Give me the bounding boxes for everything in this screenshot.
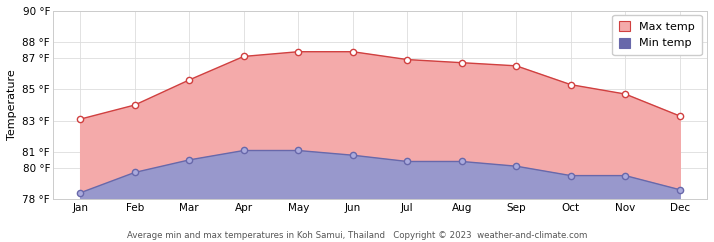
Text: Average min and max temperatures in Koh Samui, Thailand   Copyright © 2023  weat: Average min and max temperatures in Koh … [127,231,587,240]
Y-axis label: Temperature: Temperature [7,70,17,140]
Legend: Max temp, Min temp: Max temp, Min temp [613,15,701,55]
